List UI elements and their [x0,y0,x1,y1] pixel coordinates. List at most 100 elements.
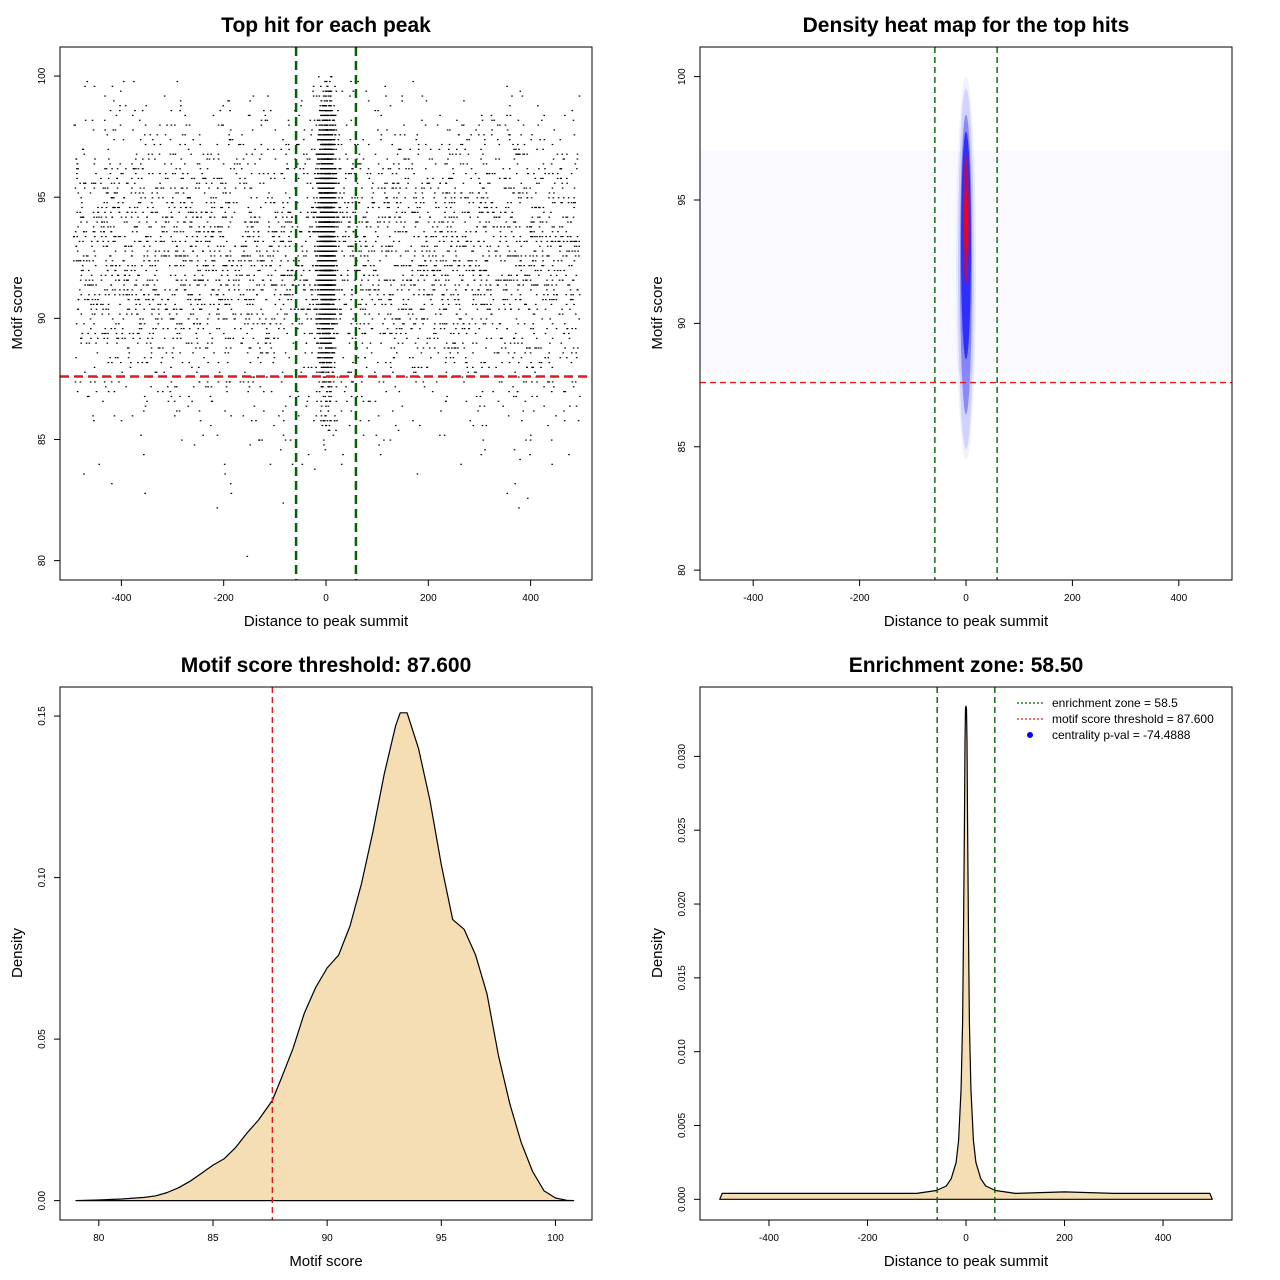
scatter-point [375,434,378,436]
scatter-point [543,139,546,141]
scatter-point [383,294,385,296]
scatter-point [222,318,225,320]
scatter-point [174,124,176,126]
scatter-point [404,177,407,180]
scatter-point [113,415,116,417]
scatter-point [253,405,256,407]
scatter-point [105,168,108,170]
scatter-point [252,381,254,383]
scatter-point [267,148,269,150]
scatter-point [90,303,92,306]
scatter-point [178,211,181,213]
scatter-point [313,216,316,218]
scatter-point [354,269,356,272]
scatter-point [196,284,199,286]
scatter-point [81,202,83,204]
scatter-point [151,153,154,155]
scatter-point [566,357,568,359]
scatter-point [471,192,474,194]
scatter-point [378,381,381,383]
scatter-point [261,439,263,441]
scatter-point [91,313,94,315]
scatter-point [203,303,206,306]
scatter-point [127,357,130,359]
scatter-point [128,332,131,335]
scatter-point [566,328,569,330]
scatter-point [199,168,202,170]
scatter-point [398,328,401,330]
scatter-point [354,337,357,339]
scatter-point [146,255,149,257]
scatter-point [562,216,564,218]
scatter-point [101,221,103,223]
scatter-point [149,134,152,136]
scatter-point [512,386,514,388]
scatter-point [268,221,270,223]
scatter-point [462,274,464,276]
scatter-point [81,332,84,335]
scatter-point [179,100,182,102]
scatter-point [326,90,328,92]
scatter-point [194,279,197,281]
scatter-point [118,381,120,383]
scatter-point [206,381,209,383]
scatter-point [390,284,392,286]
scatter-point [569,405,571,407]
scatter-point [464,361,467,364]
scatter-point [205,386,207,388]
scatter-point [383,202,386,204]
scatter-point [351,168,353,170]
scatter-point [462,182,465,184]
scatter-point [131,114,134,117]
scatter-point [202,434,204,436]
scatter-point [125,168,127,170]
scatter-point [464,197,466,199]
scatter-point [404,221,406,223]
scatter-point [388,202,390,204]
scatter-point [388,221,391,223]
scatter-point [306,182,309,184]
scatter-point [399,148,402,150]
scatter-point [489,284,492,286]
scatter-point [363,235,366,238]
scatter-point [216,308,219,310]
scatter-point [562,158,565,160]
scatter-point [400,221,402,223]
scatter-point [491,119,493,121]
scatter-point [380,134,383,136]
scatter-point [506,289,508,291]
scatter-point [452,294,455,296]
scatter-point [204,177,207,180]
scatter-point [484,323,487,325]
scatter-point [454,347,457,349]
scatter-point [436,337,439,339]
scatter-point [486,211,489,213]
scatter-point [401,405,404,407]
scatter-point [518,226,521,228]
scatter-point [287,143,290,146]
scatter-point [75,245,78,247]
scatter-point [548,381,551,383]
scatter-point [181,134,184,136]
scatter-point [124,337,126,339]
scatter-point [422,381,425,383]
scatter-point [250,298,252,301]
scatter-point [498,143,501,146]
scatter-point [435,260,438,262]
scatter-point [187,405,190,407]
scatter-point [317,328,320,330]
scatter-point [140,163,142,165]
scatter-point [493,211,495,213]
scatter-point [512,395,515,398]
scatter-point [534,235,536,238]
scatter-point [174,153,177,155]
scatter-point [191,400,193,402]
scatter-point [173,308,175,310]
scatter-point [490,202,493,204]
scatter-point [250,420,253,422]
scatter-point [288,235,290,238]
scatter-point [309,235,311,238]
scatter-point [82,240,84,243]
scatter-point [571,381,574,383]
scatter-point [446,265,449,267]
